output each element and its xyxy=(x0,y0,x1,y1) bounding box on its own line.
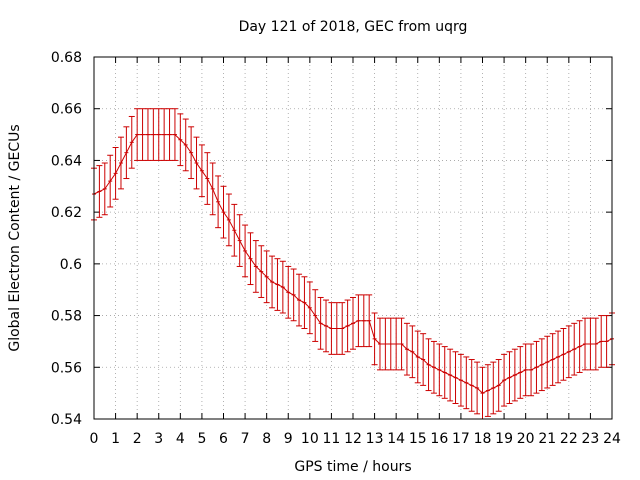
y-tick-label: 0.6 xyxy=(60,257,82,273)
x-tick-label: 9 xyxy=(284,431,293,447)
x-tick-label: 24 xyxy=(603,431,621,447)
x-tick-label: 0 xyxy=(90,431,99,447)
y-axis-label: Global Electron Content / GECUs xyxy=(7,124,23,351)
x-tick-label: 6 xyxy=(219,431,228,447)
x-tick-label: 13 xyxy=(366,431,384,447)
x-tick-label: 21 xyxy=(538,431,556,447)
y-tick-label: 0.64 xyxy=(51,153,82,169)
x-tick-label: 15 xyxy=(409,431,427,447)
y-tick-label: 0.68 xyxy=(51,50,82,66)
y-tick-label: 0.56 xyxy=(51,360,82,376)
x-tick-label: 7 xyxy=(241,431,250,447)
x-axis-ticks: 0 1 2 3 4 5 6 7 8 9 10 11 12 13 14 15 16 17 18 19 20 21 22 23 24 xyxy=(90,57,621,447)
x-tick-label: 2 xyxy=(133,431,142,447)
y-tick-label: 0.58 xyxy=(51,309,82,325)
x-tick-label: 1 xyxy=(111,431,120,447)
y-tick-label: 0.54 xyxy=(51,412,82,428)
plot-frame xyxy=(93,56,613,420)
x-tick-label: 3 xyxy=(154,431,163,447)
x-tick-label: 23 xyxy=(582,431,600,447)
x-tick-label: 18 xyxy=(474,431,492,447)
y-tick-label: 0.66 xyxy=(51,102,82,118)
x-tick-label: 10 xyxy=(301,431,319,447)
x-tick-label: 11 xyxy=(323,431,341,447)
x-axis-label: GPS time / hours xyxy=(294,459,411,475)
data-series xyxy=(91,108,615,420)
y-axis-ticks: 0.54 0.56 0.58 0.6 0.62 0.64 0.66 0.68 xyxy=(51,50,612,428)
x-tick-label: 22 xyxy=(560,431,578,447)
x-tick-label: 8 xyxy=(262,431,271,447)
x-tick-label: 19 xyxy=(495,431,513,447)
x-tick-label: 14 xyxy=(387,431,405,447)
chart-title: Day 121 of 2018, GEC from uqrg xyxy=(239,19,468,35)
x-tick-label: 12 xyxy=(344,431,362,447)
x-tick-label: 5 xyxy=(197,431,206,447)
x-tick-label: 16 xyxy=(430,431,448,447)
x-tick-label: 17 xyxy=(452,431,470,447)
y-tick-label: 0.62 xyxy=(51,205,82,221)
grid-lines xyxy=(94,57,612,419)
x-tick-label: 4 xyxy=(176,431,185,447)
x-tick-label: 20 xyxy=(517,431,535,447)
